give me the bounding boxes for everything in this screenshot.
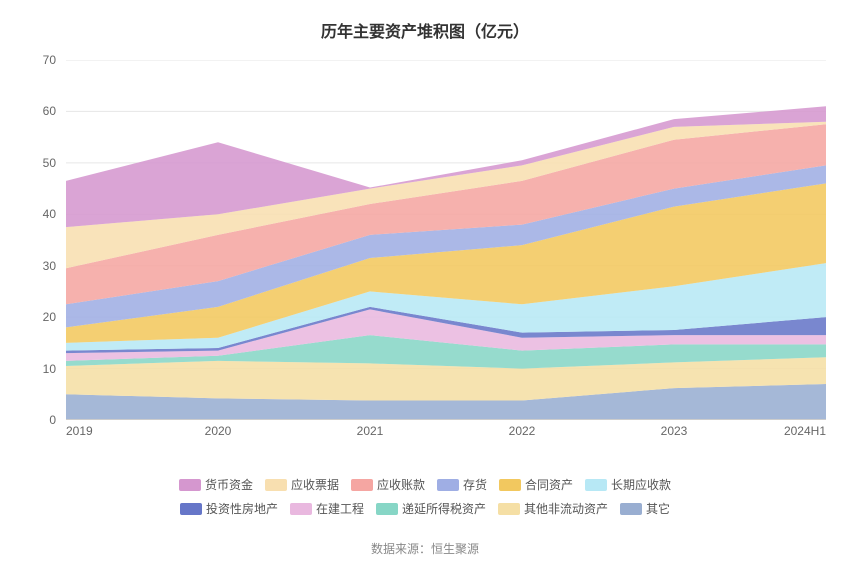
legend-swatch: [499, 479, 521, 491]
y-tick-label: 0: [49, 413, 56, 427]
legend-swatch: [585, 479, 607, 491]
legend-item[interactable]: 其它: [620, 498, 670, 520]
x-tick-label: 2020: [205, 424, 232, 438]
chart-container: 历年主要资产堆积图（亿元） 010203040506070 2019202020…: [0, 0, 850, 575]
legend-label: 递延所得税资产: [402, 498, 486, 520]
legend-item[interactable]: 长期应收款: [585, 474, 671, 496]
legend-label: 应收票据: [291, 474, 339, 496]
x-tick-label: 2019: [66, 424, 93, 438]
y-axis: 010203040506070: [10, 60, 66, 420]
legend: 货币资金 应收票据 应收账款 存货 合同资产 长期应收款投资性房地产 在建工程 递延所得税资产…: [10, 474, 840, 522]
legend-item[interactable]: 应收票据: [265, 474, 339, 496]
chart-title: 历年主要资产堆积图（亿元）: [10, 18, 840, 42]
legend-row: 货币资金 应收票据 应收账款 存货 合同资产 长期应收款: [10, 474, 840, 498]
legend-swatch: [290, 503, 312, 515]
y-tick-label: 10: [43, 362, 56, 376]
legend-item[interactable]: 投资性房地产: [180, 498, 278, 520]
x-tick-label: 2024H1: [784, 424, 826, 438]
legend-swatch: [620, 503, 642, 515]
legend-item[interactable]: 其他非流动资产: [498, 498, 608, 520]
legend-label: 投资性房地产: [206, 498, 278, 520]
y-tick-label: 40: [43, 207, 56, 221]
y-tick-label: 70: [43, 53, 56, 67]
y-tick-label: 60: [43, 104, 56, 118]
legend-label: 货币资金: [205, 474, 253, 496]
legend-item[interactable]: 在建工程: [290, 498, 364, 520]
x-axis: 2019 2020 2021 2022 2023 2024H1: [66, 420, 826, 440]
x-tick-label: 2023: [661, 424, 688, 438]
legend-label: 其他非流动资产: [524, 498, 608, 520]
legend-swatch: [437, 479, 459, 491]
x-tick-label: 2021: [357, 424, 384, 438]
y-tick-label: 20: [43, 310, 56, 324]
legend-swatch: [180, 503, 202, 515]
legend-swatch: [351, 479, 373, 491]
legend-swatch: [179, 479, 201, 491]
legend-item[interactable]: 存货: [437, 474, 487, 496]
legend-item[interactable]: 合同资产: [499, 474, 573, 496]
y-tick-label: 30: [43, 259, 56, 273]
x-tick-label: 2022: [509, 424, 536, 438]
legend-swatch: [376, 503, 398, 515]
legend-item[interactable]: 应收账款: [351, 474, 425, 496]
legend-label: 应收账款: [377, 474, 425, 496]
legend-item[interactable]: 递延所得税资产: [376, 498, 486, 520]
legend-label: 长期应收款: [611, 474, 671, 496]
legend-swatch: [498, 503, 520, 515]
legend-item[interactable]: 货币资金: [179, 474, 253, 496]
stacked-area-svg: [66, 60, 826, 420]
legend-label: 合同资产: [525, 474, 573, 496]
chart-plot: 010203040506070 201920202021202220232024…: [66, 60, 826, 440]
legend-label: 在建工程: [316, 498, 364, 520]
legend-swatch: [265, 479, 287, 491]
legend-label: 其它: [646, 498, 670, 520]
source-label: 数据来源：恒生聚源: [10, 540, 840, 557]
legend-label: 存货: [463, 474, 487, 496]
legend-row: 投资性房地产 在建工程 递延所得税资产 其他非流动资产 其它: [10, 498, 840, 522]
y-tick-label: 50: [43, 156, 56, 170]
